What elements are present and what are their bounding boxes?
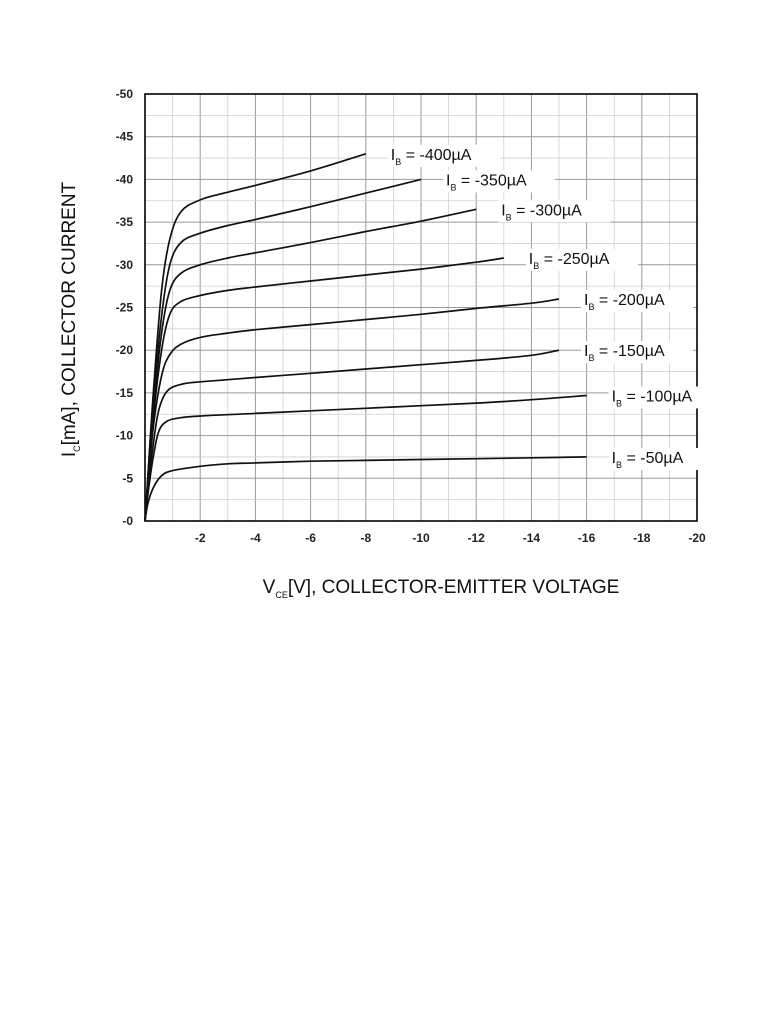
y-tick-label: -40 — [116, 172, 134, 186]
y-tick-label: -35 — [116, 215, 134, 229]
curve-label-background — [581, 341, 693, 364]
x-tick-label: -8 — [360, 531, 371, 545]
x-tick-label: -18 — [633, 531, 651, 545]
curve-label: IB = -150µA — [584, 343, 665, 363]
curve-ib50 — [144, 456, 587, 522]
x-axis-title: VCE[V], COLLECTOR-EMITTER VOLTAGE — [263, 577, 620, 600]
curve-label-background — [498, 200, 611, 223]
plot-area-border — [144, 93, 698, 522]
curve-label-background — [525, 248, 638, 271]
y-tick-label: -10 — [116, 429, 134, 443]
x-tick-label: -6 — [305, 531, 316, 545]
curve-label-background — [608, 447, 721, 470]
curve-label: IB = -250µA — [529, 251, 610, 271]
x-tick-label: -20 — [688, 531, 706, 545]
curve-label-background — [581, 289, 693, 312]
x-tick-label: -2 — [195, 531, 206, 545]
curve-ib100 — [144, 394, 587, 522]
y-tick-label: -50 — [116, 87, 134, 101]
curve-label: IB = -350µA — [446, 172, 527, 192]
x-tick-label: -16 — [578, 531, 596, 545]
y-tick-label: -20 — [116, 343, 134, 357]
y-axis-title: IC[mA], COLLECTOR CURRENT — [59, 181, 82, 457]
x-tick-label: -12 — [468, 531, 486, 545]
curve-label: IB = -300µA — [501, 202, 582, 222]
curve-ib150 — [144, 349, 560, 522]
tick-labels: -2 -4 -6 -8 -10 -12 -14 -16 -18 -20 -0 -5 -10 -15 -20 -… — [116, 87, 706, 545]
curve-label-background — [443, 170, 555, 193]
y-tick-label: -45 — [116, 130, 134, 144]
curve-ib250 — [144, 257, 504, 522]
y-tick-label: -0 — [122, 514, 133, 528]
curve-ib300 — [144, 208, 477, 522]
y-tick-label: -15 — [116, 386, 134, 400]
curve-label-background — [608, 386, 721, 409]
curve-label: IB = -100µA — [612, 388, 693, 408]
curve-ib200 — [144, 298, 560, 522]
y-tick-label: -5 — [122, 471, 133, 485]
curve-label: IB = -200µA — [584, 292, 665, 312]
y-tick-label: -30 — [116, 258, 134, 272]
curve-label-background — [387, 144, 500, 167]
curve-label: IB = -50µA — [612, 450, 684, 470]
x-tick-label: -14 — [523, 531, 541, 545]
x-tick-label: -10 — [412, 531, 430, 545]
curves — [144, 152, 587, 522]
y-tick-label: -25 — [116, 301, 134, 315]
x-tick-label: -4 — [250, 531, 261, 545]
curve-label: IB = -400µA — [391, 147, 472, 167]
curve-labels: IB = -400µA IB = -350µA IB = -300µA IB = -2… — [387, 144, 721, 470]
